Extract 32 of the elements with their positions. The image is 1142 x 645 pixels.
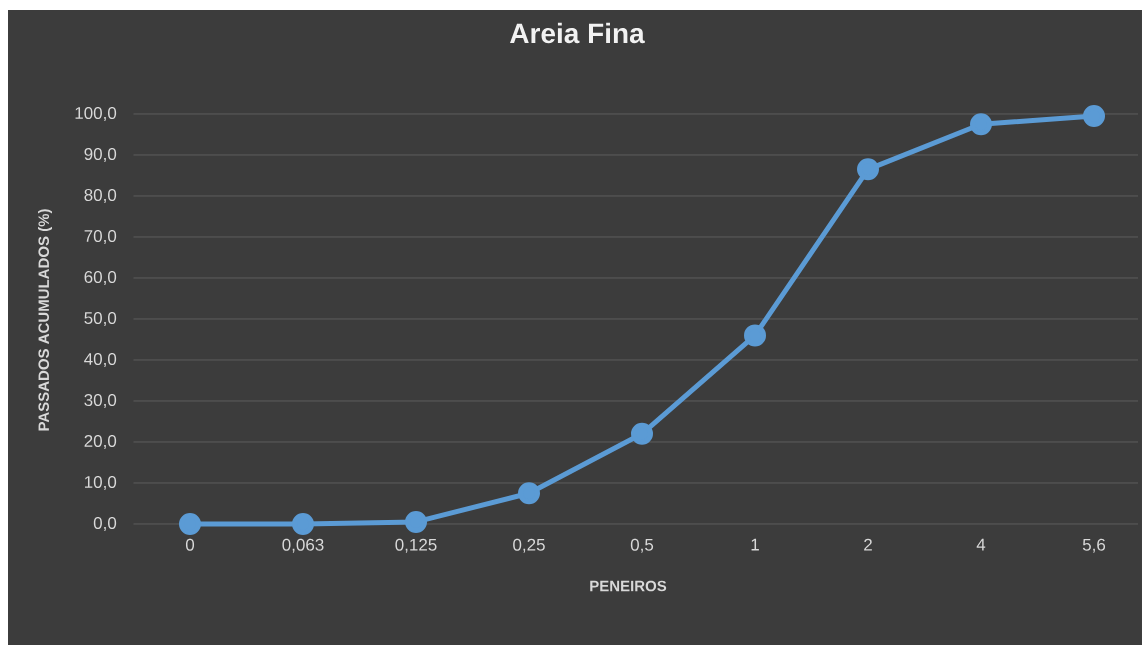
x-tick-label: 0,25 <box>513 538 545 553</box>
y-tick-label: 60,0 <box>84 270 117 286</box>
x-axis-title: PENEIROS <box>590 580 667 592</box>
x-tick-label: 4 <box>976 538 986 551</box>
y-tick-label: 0,0 <box>93 516 117 532</box>
point <box>744 324 767 347</box>
point <box>970 113 993 136</box>
y-tick-label: 70,0 <box>84 229 117 245</box>
point <box>857 158 880 181</box>
x-tick-label: 0,063 <box>282 538 324 553</box>
y-tick-label: 20,0 <box>84 434 117 450</box>
y-tick-label: 90,0 <box>84 147 117 163</box>
y-tick-label: 40,0 <box>84 352 117 368</box>
y-axis-title: PASSADOS ACUMULADOS (%) <box>38 209 52 431</box>
point <box>518 482 541 505</box>
point <box>631 422 654 445</box>
point <box>1083 105 1106 128</box>
point <box>405 510 428 533</box>
y-tick-label: 100,0 <box>75 106 117 122</box>
x-tick-label: 2 <box>864 538 872 551</box>
y-tick-label: 10,0 <box>85 475 117 491</box>
y-tick-label: 30,0 <box>84 393 117 409</box>
x-tick-label: 1 <box>751 538 759 551</box>
point <box>292 512 315 535</box>
x-tick-label: 0,125 <box>395 538 437 553</box>
chart-title: Areia Fina <box>510 22 645 44</box>
y-tick-label: 80,0 <box>84 188 117 204</box>
x-tick-label: 0 <box>185 538 195 551</box>
x-tick-label: 0,5 <box>630 538 654 553</box>
point <box>179 512 202 535</box>
x-tick-label: 5,6 <box>1082 538 1106 553</box>
y-tick-label: 50,0 <box>84 311 117 327</box>
